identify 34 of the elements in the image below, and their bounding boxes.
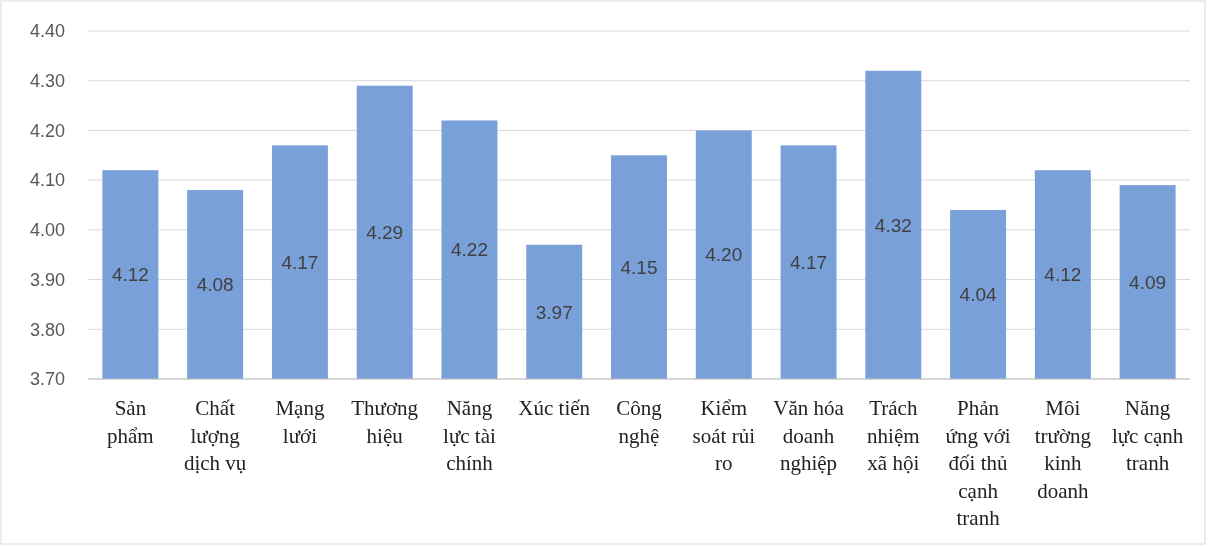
y-tick-label: 4.10	[29, 170, 65, 191]
data-label: 4.12	[1044, 264, 1082, 286]
data-label: 4.12	[111, 264, 149, 286]
x-tick-label: Mạng lưới	[275, 396, 325, 448]
y-tick-label: 3.70	[29, 369, 65, 390]
x-tick-label: Kiểm soát rủi ro	[692, 396, 756, 475]
data-label: 4.15	[620, 256, 658, 278]
data-label: 4.17	[790, 251, 828, 273]
y-tick-label: 3.90	[29, 269, 65, 290]
x-tick-label: Văn hóa doanh nghiệp	[773, 396, 845, 475]
x-tick-label: Môi trường kinh doanh	[1034, 396, 1092, 503]
data-label: 4.04	[959, 284, 997, 306]
y-tick-label: 4.20	[29, 120, 65, 141]
x-tick-label: Phản ứng với đối thủ cạnh tranh	[945, 396, 1011, 530]
x-tick-label: Năng lực tài chính	[443, 396, 497, 475]
y-tick-label: 4.00	[29, 220, 65, 241]
data-label: 4.17	[281, 251, 319, 273]
y-tick-label: 4.40	[29, 21, 65, 42]
x-tick-label: Chất lượng dịch vụ	[183, 396, 247, 475]
y-tick-label: 3.80	[29, 319, 65, 340]
y-tick-label: 4.30	[29, 71, 65, 92]
data-label: 4.32	[874, 214, 912, 236]
data-label: 3.97	[535, 301, 573, 323]
data-label: 4.29	[366, 221, 404, 243]
x-tick-label: Năng lực cạnh tranh	[1111, 396, 1184, 475]
x-tick-label: Thương hiệu	[351, 396, 419, 448]
x-tick-label: Xúc tiến	[518, 396, 591, 420]
data-label: 4.08	[196, 274, 234, 296]
data-label: 4.09	[1129, 271, 1167, 293]
x-tick-label: Trách nhiệm xã hội	[867, 396, 920, 475]
x-tick-label: Sản phẩm	[107, 396, 154, 448]
data-label: 4.22	[450, 239, 488, 261]
data-label: 4.20	[705, 244, 743, 266]
x-tick-label: Công nghệ	[616, 396, 663, 448]
